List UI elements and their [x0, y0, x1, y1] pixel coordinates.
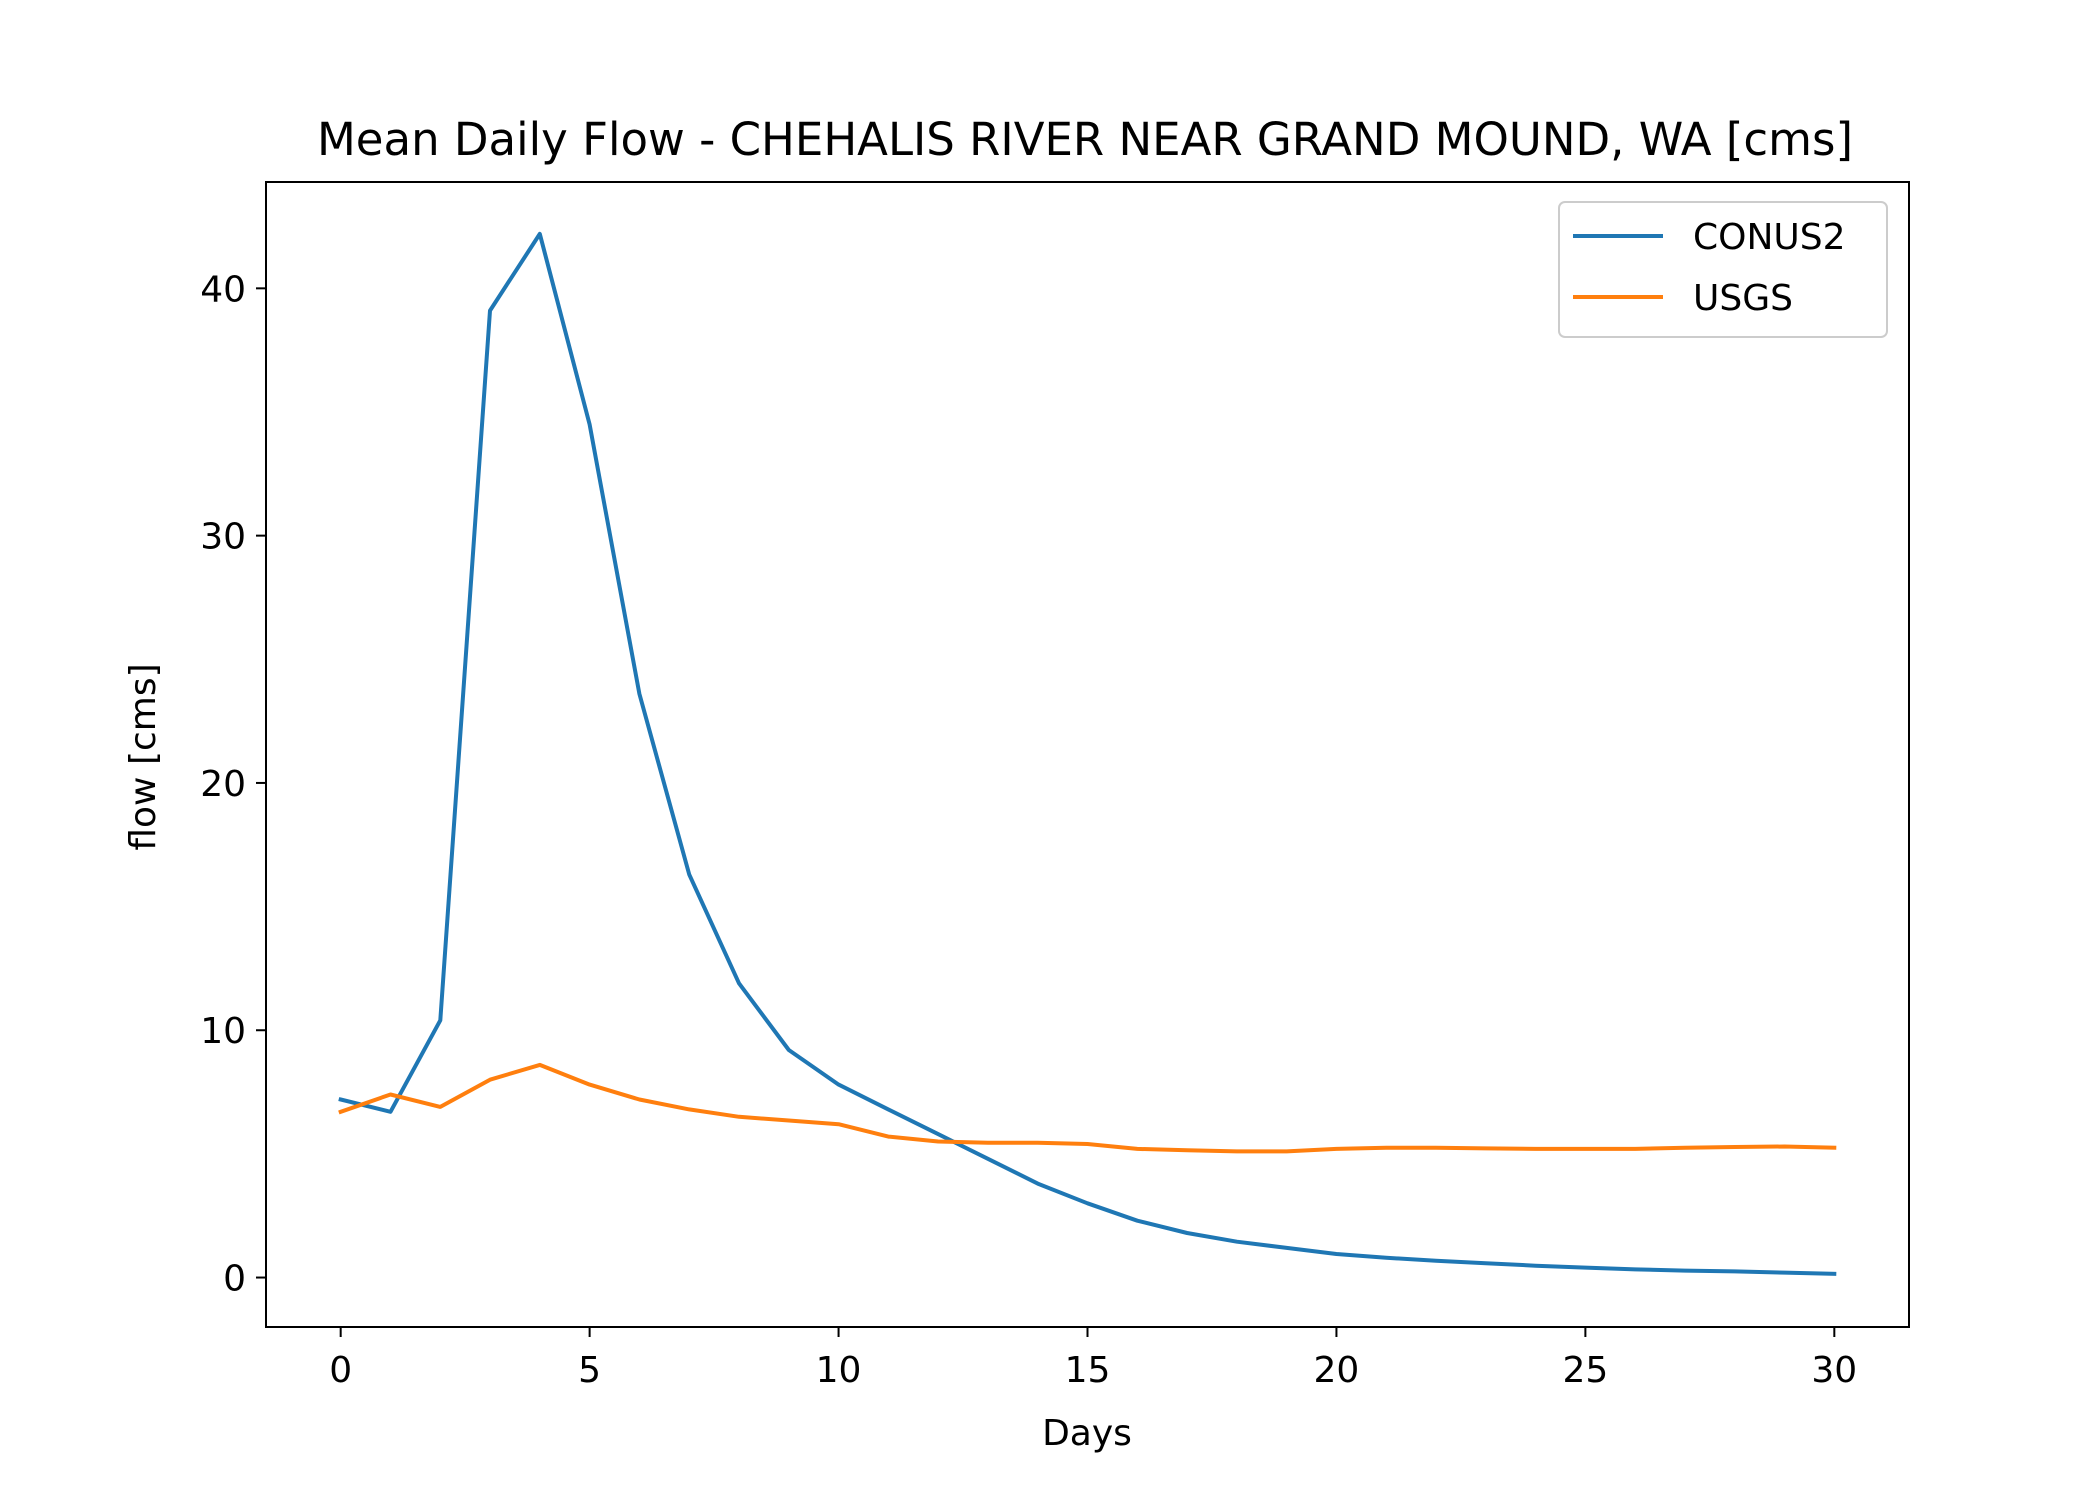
- y-tick-label: 10: [200, 1011, 246, 1052]
- x-tick-label: 30: [1811, 1350, 1857, 1391]
- y-tick-label: 20: [200, 764, 246, 805]
- legend: CONUS2 USGS: [1558, 201, 1888, 338]
- x-tick-label: 25: [1562, 1350, 1608, 1391]
- x-axis-label: Days: [1042, 1413, 1132, 1454]
- x-axis: 0 5 10 15 20 25 30: [329, 1327, 1857, 1391]
- series-line-usgs: [338, 1062, 1837, 1154]
- x-tick-label: 20: [1314, 1350, 1360, 1391]
- x-tick-label: 5: [578, 1350, 601, 1391]
- y-axis: 0 10 20 30 40: [200, 269, 266, 1300]
- x-tick-label: 15: [1065, 1350, 1111, 1391]
- plot-frame: [265, 181, 1910, 1328]
- series-line-conus2: [338, 231, 1837, 1276]
- chart-title: Mean Daily Flow - CHEHALIS RIVER NEAR GR…: [317, 113, 1853, 166]
- y-tick-label: 0: [223, 1259, 246, 1300]
- plot-series: [338, 231, 1837, 1276]
- legend-label-usgs: USGS: [1693, 278, 1793, 319]
- x-tick-label: 0: [329, 1350, 352, 1391]
- y-axis-label: flow [cms]: [123, 663, 164, 850]
- y-tick-label: 30: [200, 517, 246, 558]
- legend-label-conus2: CONUS2: [1693, 217, 1846, 258]
- y-tick-label: 40: [200, 269, 246, 310]
- x-tick-label: 10: [816, 1350, 862, 1391]
